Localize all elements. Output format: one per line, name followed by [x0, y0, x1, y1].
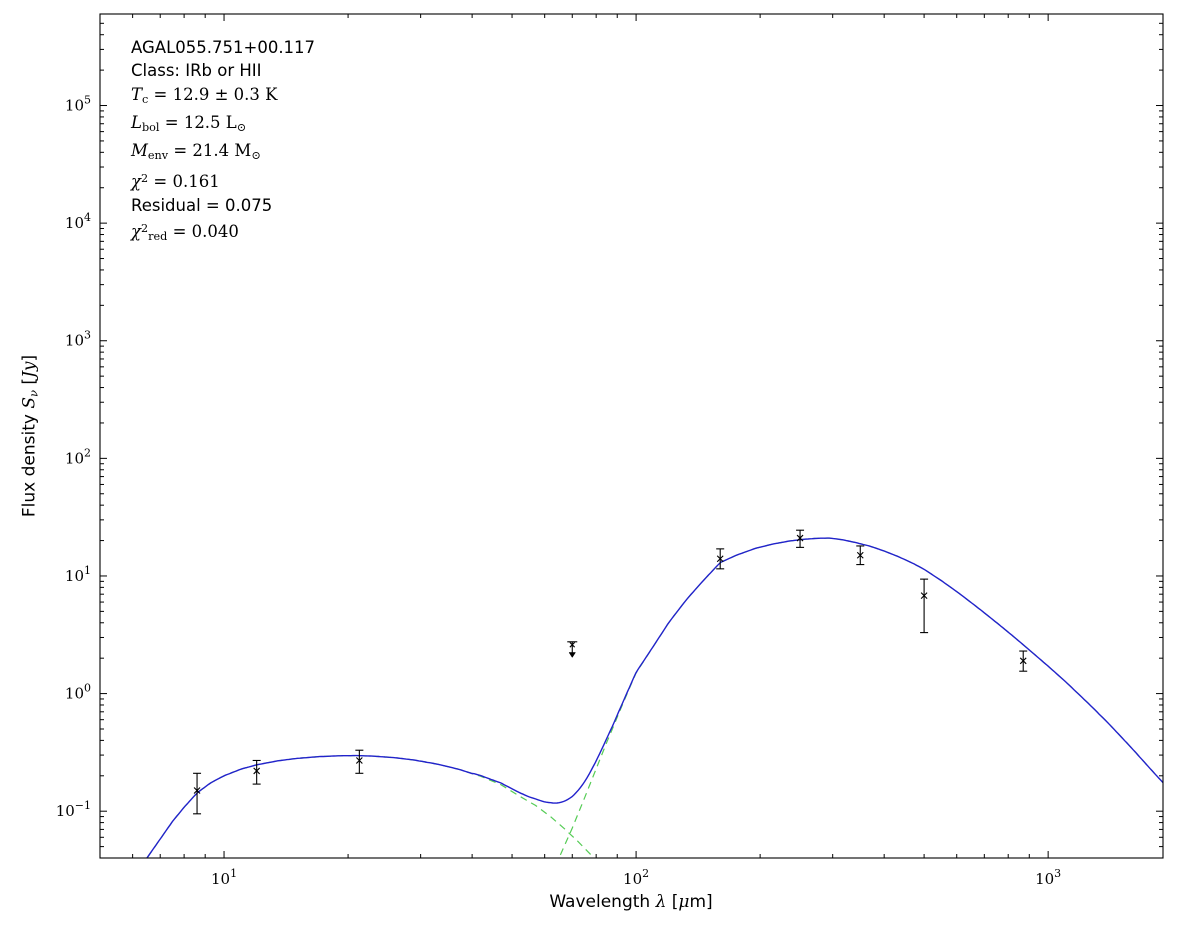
data-point: [355, 749, 364, 774]
text-segment: [: [19, 377, 40, 390]
text-segment: Class: IRb or HII: [131, 61, 262, 81]
data-point: [920, 578, 929, 634]
text-segment: red: [148, 230, 168, 244]
y-tick-label: 103: [65, 329, 91, 350]
chi-squared-reduced: χ2red = 0.040: [131, 217, 315, 248]
data-point: [796, 529, 805, 548]
text-segment: λ: [655, 892, 667, 912]
y-tick-label: 105: [65, 94, 91, 115]
chi-squared: χ2 = 0.161: [131, 167, 315, 193]
x-axis-label: Wavelength λ [μm]: [549, 892, 712, 912]
text-segment: [: [666, 892, 679, 912]
curves-layer: [146, 537, 1163, 858]
text-segment: = 12.5 L: [159, 113, 237, 133]
y-tick-label: 101: [65, 564, 91, 585]
text-segment: ν: [26, 389, 41, 397]
text-segment: μ: [678, 892, 690, 912]
text-segment: χ: [131, 172, 141, 192]
data-points-layer: [193, 529, 1028, 815]
text-segment: T: [131, 84, 143, 104]
text-segment: bol: [141, 120, 160, 134]
tick-labels-layer: 101 102 103 10−1 100 101 102 103 104 105: [56, 94, 1061, 888]
text-segment: = 0.161: [148, 172, 220, 192]
data-point: [252, 759, 261, 785]
x-tick-label: 101: [211, 867, 237, 888]
text-segment: Jy: [19, 361, 40, 378]
text-segment: env: [147, 149, 169, 163]
ticks-layer: [100, 14, 1163, 858]
y-tick-label: 104: [65, 211, 91, 232]
y-axis-label: Flux density Sν [Jy]: [20, 355, 41, 517]
text-segment: Flux density: [19, 408, 40, 518]
text-segment: AGAL055.751+00.117: [131, 38, 316, 57]
y-tick-label: 102: [65, 446, 91, 467]
text-segment: ⊙: [251, 149, 261, 163]
plot-frame: [99, 13, 1164, 859]
text-segment: M: [131, 141, 148, 161]
text-segment: L: [131, 113, 142, 133]
down-arrow-icon: [568, 652, 576, 658]
text-segment: m]: [689, 892, 713, 912]
y-tick-label: 10−1: [56, 799, 91, 820]
text-segment: Wavelength: [549, 892, 656, 912]
model-total-curve: [146, 537, 1163, 858]
text-segment: ⊙: [236, 120, 247, 134]
data-point: [1019, 650, 1028, 672]
text-segment: c: [142, 92, 149, 106]
data-point: [716, 548, 725, 570]
text-segment: χ: [131, 222, 141, 242]
envelope-mass: Menv = 21.4 M⊙: [131, 139, 315, 167]
source-class: Class: IRb or HII: [131, 59, 315, 82]
text-segment: = 12.9 ± 0.3 K: [148, 84, 278, 104]
x-tick-label: 102: [623, 867, 649, 888]
data-point: [193, 772, 202, 815]
upper-limit-point: [567, 641, 578, 658]
dust-temperature: Tc = 12.9 ± 0.3 K: [131, 83, 315, 111]
annotation-block: AGAL055.751+00.117 Class: IRb or HII Tc …: [131, 36, 315, 249]
text-segment: ]: [19, 354, 40, 362]
text-segment: Residual = 0.075: [131, 195, 273, 215]
text-segment: 2: [141, 222, 149, 236]
text-segment: 2: [141, 172, 149, 186]
y-tick-label: 100: [65, 682, 91, 703]
data-point: [856, 545, 865, 566]
text-segment: S: [19, 397, 40, 409]
text-segment: = 21.4 M: [168, 141, 252, 161]
x-tick-label: 103: [1035, 867, 1061, 888]
residual: Residual = 0.075: [131, 194, 315, 217]
text-segment: = 0.040: [167, 222, 239, 242]
source-name: AGAL055.751+00.117: [131, 36, 315, 59]
bolometric-luminosity: Lbol = 12.5 L⊙: [131, 111, 315, 139]
